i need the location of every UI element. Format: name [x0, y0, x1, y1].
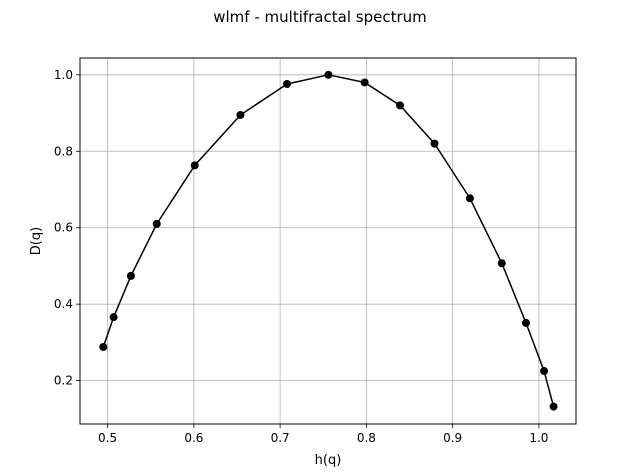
grid-lines [80, 58, 576, 424]
data-point [549, 402, 558, 411]
x-tick-label: 1.0 [529, 431, 548, 445]
data-point [521, 318, 530, 327]
data-point [324, 70, 333, 79]
data-point [465, 194, 474, 203]
data-point [396, 101, 405, 110]
plot-frame [79, 57, 577, 425]
y-tick-label: 1.0 [54, 68, 73, 82]
y-axis: 0.2 0.4 0.6 0.8 1.0 [54, 68, 80, 388]
x-tick-label: 0.9 [443, 431, 462, 445]
data-point [540, 367, 549, 376]
x-tick-label: 0.5 [98, 431, 117, 445]
data-point [99, 342, 108, 351]
series-line [102, 74, 555, 407]
x-axis-label: h(q) [315, 453, 342, 468]
y-tick-label: 0.8 [54, 144, 73, 158]
data-point [126, 271, 135, 280]
y-tick-label: 0.2 [54, 374, 73, 388]
chart-title: wlmf - multifractal spectrum [213, 8, 427, 26]
data-series [99, 70, 558, 411]
x-tick-label: 0.7 [271, 431, 290, 445]
data-point [152, 219, 161, 228]
data-point [236, 110, 245, 119]
data-point [283, 79, 292, 88]
x-tick-label: 0.6 [184, 431, 203, 445]
y-axis-label: D(q) [29, 227, 44, 255]
data-point [190, 161, 199, 170]
data-point [497, 259, 506, 268]
data-point [360, 78, 369, 87]
data-point [109, 313, 118, 322]
x-axis: 0.5 0.6 0.7 0.8 0.9 1.0 [98, 424, 548, 445]
data-point [430, 139, 439, 148]
y-tick-label: 0.6 [54, 221, 73, 235]
x-tick-label: 0.8 [357, 431, 376, 445]
y-tick-label: 0.4 [54, 297, 73, 311]
